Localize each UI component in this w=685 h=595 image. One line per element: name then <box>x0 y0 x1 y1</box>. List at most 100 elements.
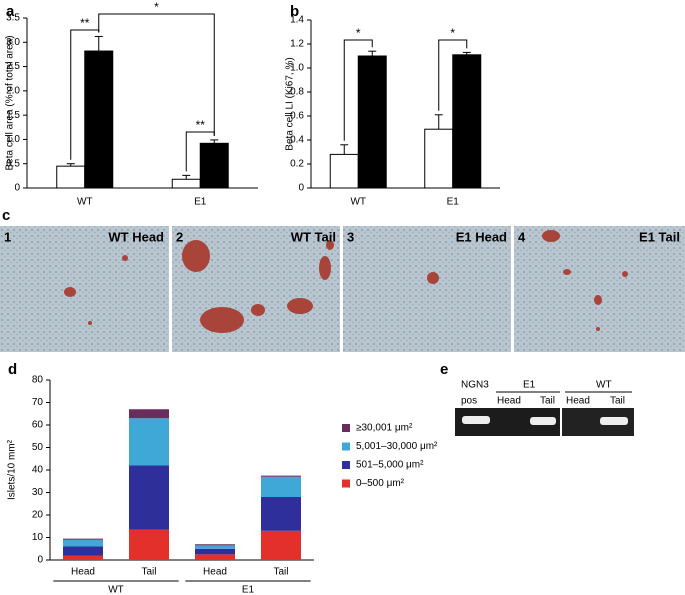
y-tick-label: 0.6 <box>290 111 304 122</box>
x-tick-label: E1 <box>447 197 460 208</box>
bar-segment <box>63 539 103 547</box>
panel-letter: d <box>8 361 17 378</box>
bar-segment <box>63 546 103 556</box>
y-tick-label: 1.0 <box>6 134 20 145</box>
y-tick-label: 1.5 <box>6 110 20 121</box>
y-tick-label: 0.8 <box>290 87 304 98</box>
lane-label: Head <box>566 396 590 407</box>
y-tick-label: 80 <box>32 375 44 386</box>
y-tick-label: 3.5 <box>6 13 20 24</box>
lane-label: Head <box>497 396 521 407</box>
y-tick-label: 0 <box>37 555 43 566</box>
y-axis-label: Beta cell area (% of total area) <box>5 35 16 170</box>
significance-label: ** <box>80 16 90 30</box>
x-tick-label: Tail <box>273 567 288 578</box>
y-tick-label: 40 <box>32 465 44 476</box>
legend-label: ≥30,001 μm² <box>356 423 413 434</box>
bar-segment <box>261 475 301 477</box>
x-tick-label: Head <box>71 567 95 578</box>
y-axis-label: Islets/10 mm² <box>7 439 18 500</box>
x-tick-label: WT <box>77 197 93 208</box>
bar-segment <box>129 418 169 466</box>
y-tick-label: 1.0 <box>290 63 304 74</box>
bar-segment <box>129 465 169 530</box>
legend-label: 501–5,000 μm² <box>356 460 424 471</box>
gel-group: WT <box>596 380 612 391</box>
image-number: 3 <box>347 229 354 244</box>
bar-segment <box>195 548 235 555</box>
image-number: 2 <box>176 229 183 244</box>
x-tick-label: Head <box>203 567 227 578</box>
y-tick-label: 0 <box>14 183 20 194</box>
significance-bracket <box>98 13 215 136</box>
x-tick-label: Tail <box>141 567 156 578</box>
legend-swatch <box>342 479 350 488</box>
bar-segment <box>261 497 301 531</box>
significance-bracket <box>343 39 373 141</box>
band <box>462 416 490 424</box>
islets <box>64 230 628 333</box>
significance-bracket <box>185 131 215 172</box>
image-label: E1 Head <box>456 229 507 244</box>
bar-segment <box>195 545 235 549</box>
bar <box>424 128 454 189</box>
y-tick-label: 2.5 <box>6 61 20 72</box>
y-tick-label: 60 <box>32 420 44 431</box>
y-tick-label: 2.0 <box>6 85 20 96</box>
bar <box>329 153 359 189</box>
legend-swatch <box>342 461 350 469</box>
significance-label: ** <box>196 118 206 132</box>
significance-label: * <box>450 26 455 40</box>
bar-segment <box>195 544 235 546</box>
y-tick-label: 1.4 <box>290 15 304 26</box>
image <box>514 226 685 352</box>
legend-swatch <box>342 424 350 432</box>
legend-label: 0–500 μm² <box>356 478 405 489</box>
bar <box>84 50 114 189</box>
bar <box>171 178 201 189</box>
image <box>0 226 169 352</box>
panel-letter: a <box>6 3 15 20</box>
bar-segment <box>63 538 103 540</box>
y-tick-label: 30 <box>32 487 44 498</box>
lane-label: Tail <box>610 396 625 407</box>
panel-letter: c <box>2 207 10 224</box>
image-number: 4 <box>518 229 526 244</box>
y-axis-label: Beta cell LI (Ki67, %) <box>285 57 296 150</box>
bar <box>452 54 482 189</box>
y-tick-label: 70 <box>32 397 44 408</box>
bar-segment <box>129 529 169 560</box>
band <box>530 417 556 425</box>
bar-segment <box>261 530 301 560</box>
gel-label: pos <box>461 396 477 407</box>
y-tick-label: 0.4 <box>290 135 304 146</box>
panel-letter: e <box>440 361 448 378</box>
bar-segment <box>261 476 301 497</box>
significance-label: * <box>154 0 159 14</box>
y-tick-label: 0.2 <box>290 159 304 170</box>
legend-label: 5,001–30,000 μm² <box>356 441 438 452</box>
group-label: E1 <box>242 585 255 595</box>
bar <box>199 142 229 189</box>
bar <box>56 165 86 189</box>
bar-segment <box>63 555 103 560</box>
y-tick-label: 50 <box>32 442 44 453</box>
legend-swatch <box>342 442 350 451</box>
x-tick-label: WT <box>350 197 366 208</box>
panel-letter: b <box>290 3 299 20</box>
gel: e NGN3 pos E1 WT Head Tail Head Tail <box>440 361 634 436</box>
y-tick-label: 0 <box>298 183 304 194</box>
image-number: 1 <box>4 229 11 244</box>
group-label: WT <box>108 585 124 595</box>
gel-group: E1 <box>523 380 536 391</box>
gel-label: NGN3 <box>461 380 489 391</box>
bar <box>357 55 387 189</box>
bar-segment <box>195 554 235 560</box>
image-label: WT Head <box>108 229 164 244</box>
image-label: WT Tail <box>291 229 336 244</box>
image <box>343 226 511 352</box>
y-tick-label: 20 <box>32 510 44 521</box>
x-tick-label: E1 <box>194 197 207 208</box>
band <box>600 417 628 425</box>
